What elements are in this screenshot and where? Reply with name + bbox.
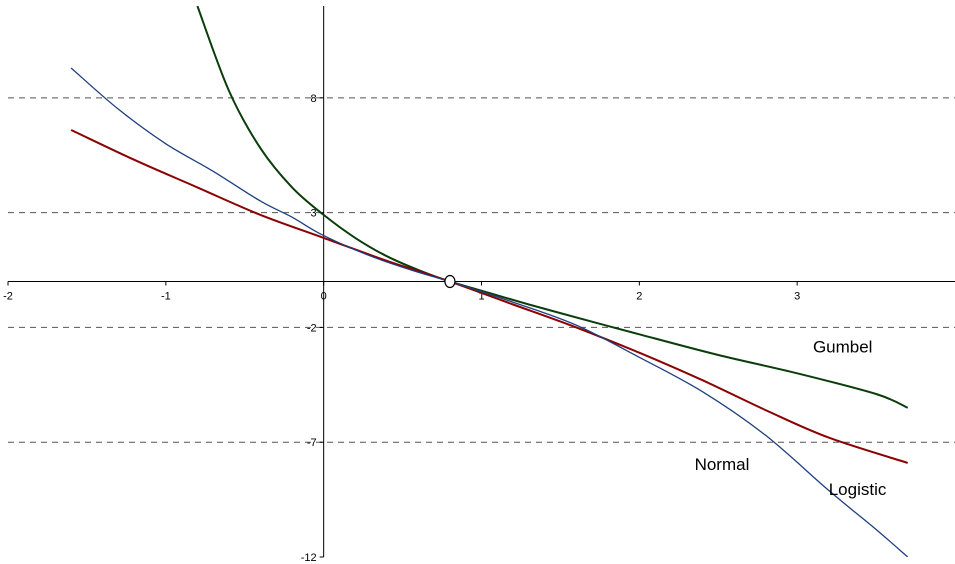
y-tick-label: -2 [307, 322, 317, 334]
marker-layer [444, 274, 456, 289]
series-line-gumbel [196, 6, 909, 409]
x-tick-label: 2 [636, 291, 642, 303]
y-tick-labels: 8 3 -2 -7 -12 [301, 93, 324, 564]
series-label-logistic: Logistic [829, 480, 887, 499]
y-tick-label: -12 [301, 552, 317, 564]
x-tick-label: 1 [478, 291, 484, 303]
y-tick-label: 3 [311, 208, 317, 220]
series-labels: Gumbel Normal Logistic [695, 338, 887, 499]
y-tick-label: -7 [307, 437, 317, 449]
x-tick-label: -1 [161, 291, 171, 303]
x-tick-labels: -2 -1 0 1 2 3 [3, 281, 800, 303]
x-tick-label: -2 [3, 291, 13, 303]
intersection-marker [444, 274, 456, 289]
y-tick-label: 8 [311, 93, 317, 105]
series-label-gumbel: Gumbel [813, 338, 873, 357]
series-line-normal [70, 67, 909, 557]
x-tick-label: 3 [794, 291, 800, 303]
series-label-normal: Normal [695, 455, 750, 474]
series-line-logistic [70, 129, 909, 464]
gridlines [8, 97, 955, 443]
x-tick-label: 0 [321, 291, 327, 303]
